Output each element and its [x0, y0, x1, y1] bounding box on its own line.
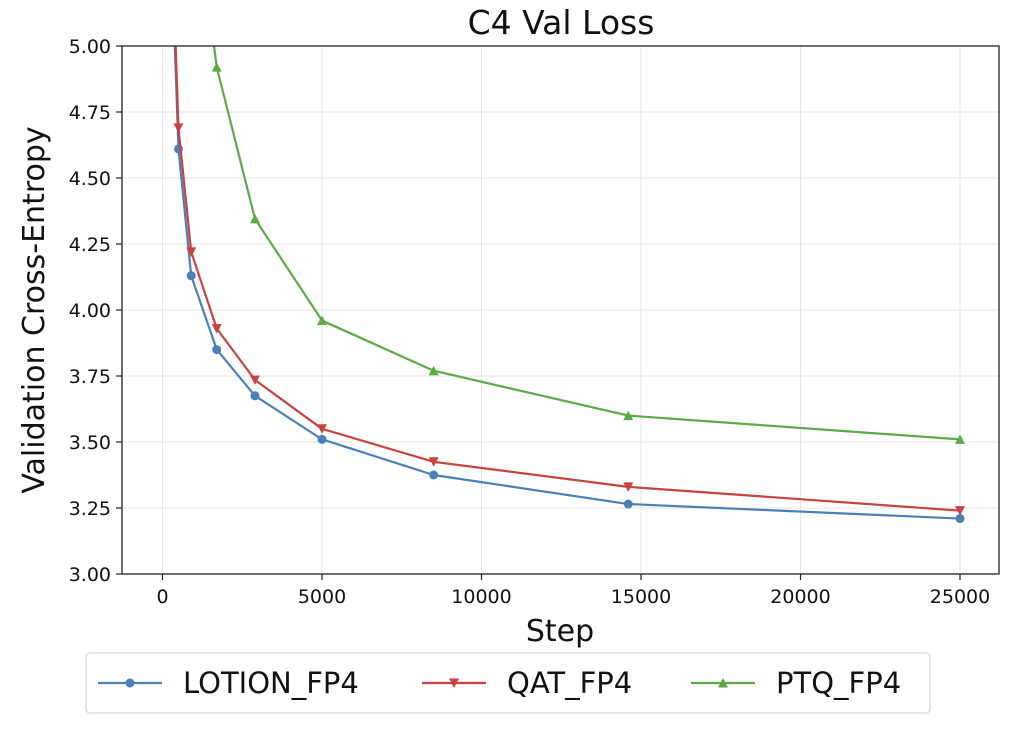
series-lotion-fp4	[173, 46, 965, 524]
data-point-qat-fp4	[186, 247, 197, 257]
data-point-lotion-fp4	[212, 345, 222, 355]
data-point-qat-fp4	[623, 482, 634, 492]
data-point-ptq-fp4	[317, 315, 327, 326]
data-point-qat-fp4	[428, 457, 439, 467]
data-point-ptq-fp4	[955, 434, 965, 444]
legend-label: LOTION_FP4	[183, 666, 359, 700]
chart-title: C4 Val Loss	[468, 3, 655, 42]
data-point-qat-fp4	[317, 424, 327, 434]
grid	[122, 45, 999, 575]
y-tick-label: 3.00	[69, 564, 111, 586]
x-tick-label: 15000	[611, 586, 671, 608]
series-line-ptq-fp4	[212, 46, 961, 441]
data-point-lotion-fp4	[955, 514, 965, 524]
legend-marker	[125, 678, 135, 688]
data-point-lotion-fp4	[317, 434, 327, 444]
x-tick-label: 0	[156, 586, 168, 608]
legend: LOTION_FP4 QAT_FP4 PTQ_FP4	[85, 652, 931, 714]
y-axis: 3.00 3.25 3.50 3.75 4.00 4.25 4.50 4.75 5.00	[69, 36, 122, 586]
legend-label: QAT_FP4	[507, 666, 632, 700]
x-axis-label: Step	[526, 614, 594, 649]
y-tick-label: 3.50	[69, 432, 111, 454]
data-point-ptq-fp4	[250, 213, 261, 224]
data-point-lotion-fp4	[186, 271, 196, 281]
x-tick-label: 5000	[298, 586, 346, 608]
data-point-qat-fp4	[211, 323, 222, 334]
data-point-qat-fp4	[173, 123, 184, 133]
legend-item-lotion-fp4: LOTION_FP4	[98, 666, 359, 700]
data-point-lotion-fp4	[623, 499, 633, 509]
x-tick-label: 10000	[451, 586, 511, 608]
data-point-ptq-fp4	[623, 410, 634, 421]
data-point-lotion-fp4	[429, 470, 439, 480]
legend-frame	[85, 652, 931, 714]
x-tick-label: 25000	[930, 586, 990, 608]
x-axis: 0 5000 10000 15000 20000 25000	[156, 574, 990, 608]
legend-marker	[449, 678, 459, 688]
data-point-qat-fp4	[250, 375, 261, 385]
y-tick-label: 3.75	[69, 366, 111, 388]
y-tick-label: 4.75	[69, 102, 111, 124]
series-qat-fp4	[173, 46, 965, 516]
data-point-qat-fp4	[955, 506, 965, 516]
series-line-lotion-fp4	[173, 46, 961, 520]
y-axis-label: Validation Cross-Entropy	[17, 126, 52, 493]
y-tick-label: 3.25	[69, 498, 111, 520]
legend-item-qat-fp4: QAT_FP4	[422, 666, 632, 700]
x-tick-label: 20000	[770, 586, 830, 608]
y-tick-label: 5.00	[69, 36, 111, 58]
data-point-ptq-fp4	[211, 62, 222, 72]
legend-marker	[718, 678, 728, 688]
data-point-ptq-fp4	[428, 365, 439, 376]
series-line-qat-fp4	[174, 46, 961, 512]
data-point-lotion-fp4	[250, 391, 260, 401]
y-tick-label: 4.00	[69, 300, 111, 322]
legend-item-ptq-fp4: PTQ_FP4	[691, 666, 901, 700]
y-tick-label: 4.25	[69, 234, 111, 256]
y-tick-label: 4.50	[69, 168, 111, 190]
legend-label: PTQ_FP4	[776, 666, 901, 700]
series-ptq-fp4	[211, 46, 965, 444]
series-layer	[173, 46, 965, 524]
